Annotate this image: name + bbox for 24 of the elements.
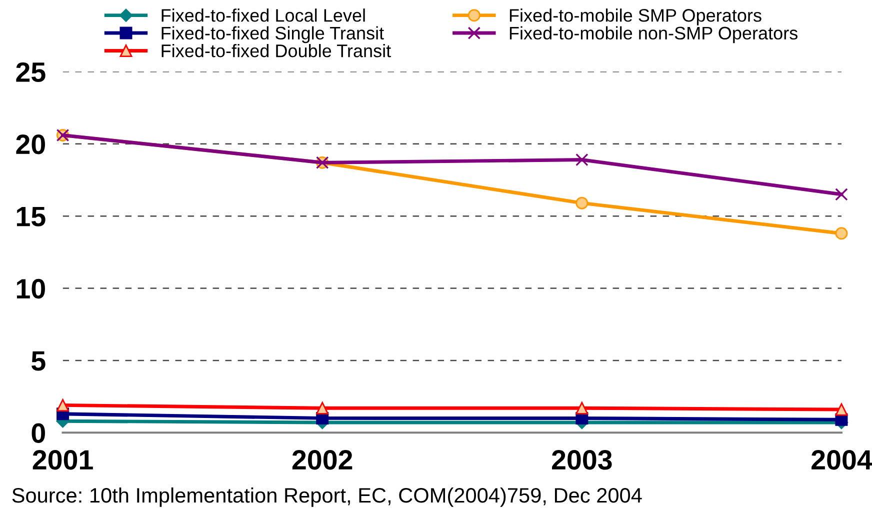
x-tick-label: 2003 <box>552 450 612 470</box>
legend-label: Fixed-to-mobile SMP Operators <box>510 8 762 26</box>
y-tick-label: 0 <box>32 423 45 443</box>
y-tick-label: 25 <box>16 62 46 82</box>
y-tick-label: 15 <box>16 207 46 226</box>
y-tick-label: 20 <box>16 134 45 154</box>
point <box>835 188 848 201</box>
point <box>576 196 588 210</box>
x-tick-label: 2001 <box>32 450 93 470</box>
legend-label: Fixed-to-fixed Local Level <box>162 8 365 22</box>
x-tick-label: 2004 <box>812 450 872 470</box>
y-tick-label: 5 <box>32 351 46 371</box>
x-tick-label: 2002 <box>292 450 352 470</box>
point <box>835 403 848 416</box>
point <box>576 153 588 166</box>
source-note: Source: 10th Implementation Report, EC, COM(2004)759, Dec 2004 <box>12 487 642 507</box>
point <box>835 227 848 240</box>
legend-label: Fixed-to-fixed Double Transit <box>162 44 391 58</box>
point <box>576 402 588 414</box>
point <box>316 402 329 414</box>
legend-label: Fixed-to-fixed Single Transit <box>162 26 384 44</box>
legend-label: Fixed-to-mobile non-SMP Operators <box>510 26 798 44</box>
y-tick-label: 10 <box>16 278 45 299</box>
point <box>56 398 70 412</box>
